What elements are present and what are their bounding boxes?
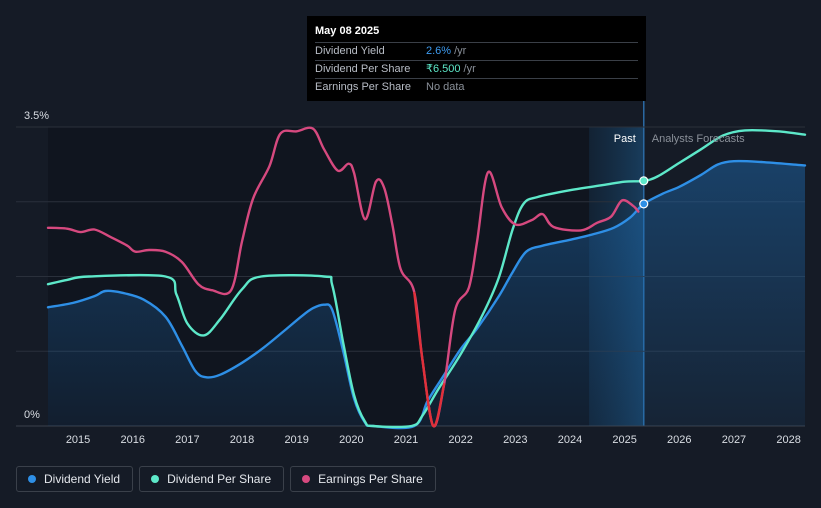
y-tick-label: 3.5% bbox=[24, 110, 49, 122]
hover-marker bbox=[639, 176, 649, 186]
hover-marker bbox=[639, 199, 649, 209]
legend: Dividend Yield Dividend Per Share Earnin… bbox=[16, 466, 436, 492]
tooltip-row-dividend-per-share: Dividend Per Share ₹6.500/yr bbox=[315, 60, 638, 78]
tooltip-unit: /yr bbox=[454, 45, 467, 57]
tooltip-date: May 08 2025 bbox=[315, 25, 380, 37]
x-tick-label: 2023 bbox=[503, 434, 527, 446]
tooltip-value: ₹6.500 bbox=[426, 63, 461, 75]
x-tick-label: 2022 bbox=[448, 434, 472, 446]
tooltip: May 08 2025 Dividend Yield 2.6%/yr Divid… bbox=[307, 16, 646, 101]
x-tick-label: 2015 bbox=[66, 434, 90, 446]
legend-label: Dividend Yield bbox=[44, 472, 121, 486]
x-tick-label: 2020 bbox=[339, 434, 363, 446]
earnings-per-share-line bbox=[46, 126, 640, 428]
x-tick-label: 2024 bbox=[558, 434, 582, 446]
legend-label: Dividend Per Share bbox=[167, 472, 272, 486]
legend-item-dividend-per-share[interactable]: Dividend Per Share bbox=[139, 466, 285, 492]
legend-item-dividend-yield[interactable]: Dividend Yield bbox=[16, 466, 134, 492]
y-tick-label: 0% bbox=[24, 409, 40, 421]
x-tick-label: 2026 bbox=[667, 434, 691, 446]
past-label: Past bbox=[614, 133, 636, 145]
x-tick-label: 2019 bbox=[284, 434, 308, 446]
tooltip-row-dividend-yield: Dividend Yield 2.6%/yr bbox=[315, 42, 638, 60]
tooltip-label: Dividend Per Share bbox=[315, 63, 411, 75]
tooltip-label: Dividend Yield bbox=[315, 45, 385, 57]
legend-item-earnings-per-share[interactable]: Earnings Per Share bbox=[290, 466, 436, 492]
x-tick-label: 2027 bbox=[722, 434, 746, 446]
tooltip-row-earnings-per-share: Earnings Per Share No data bbox=[315, 78, 638, 96]
x-tick-label: 2028 bbox=[776, 434, 800, 446]
tooltip-value: 2.6% bbox=[426, 45, 452, 57]
x-tick-label: 2016 bbox=[120, 434, 144, 446]
forecast-label: Analysts Forecasts bbox=[652, 133, 745, 145]
tooltip-value: No data bbox=[426, 81, 465, 93]
x-tick-label: 2021 bbox=[394, 434, 418, 446]
x-tick-label: 2018 bbox=[230, 434, 254, 446]
tooltip-label: Earnings Per Share bbox=[315, 81, 411, 93]
legend-dot-icon bbox=[28, 475, 36, 483]
legend-dot-icon bbox=[302, 475, 311, 483]
tooltip-unit: /yr bbox=[463, 63, 476, 75]
x-tick-label: 2025 bbox=[612, 434, 636, 446]
x-tick-label: 2017 bbox=[175, 434, 199, 446]
legend-label: Earnings Per Share bbox=[318, 472, 423, 486]
earnings-per-share-dip-segment bbox=[413, 291, 446, 428]
legend-dot-icon bbox=[151, 475, 160, 483]
